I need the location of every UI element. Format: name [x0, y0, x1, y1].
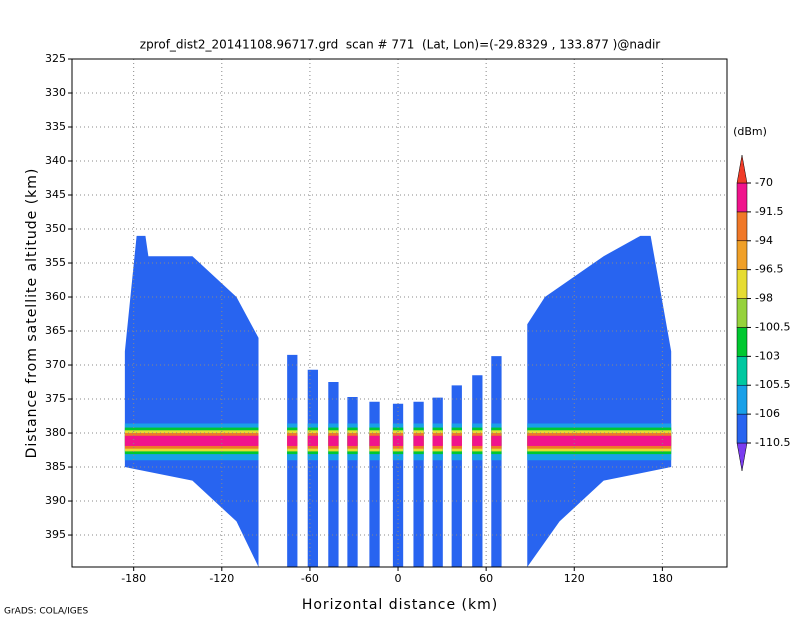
y-tick-label: 335	[45, 120, 66, 133]
colorbar-label: -96.5	[755, 263, 783, 276]
x-tick-label: 180	[652, 572, 673, 585]
swath	[432, 397, 443, 567]
colorbar-box	[736, 211, 748, 242]
x-tick-label: 60	[479, 572, 493, 585]
colorbar-box	[736, 384, 748, 415]
chart-title: zprof_dist2_20141108.96717.grd scan # 77…	[140, 38, 661, 52]
colorbar-label: -100.5	[755, 320, 790, 333]
swath	[287, 354, 298, 567]
x-tick-label: -180	[121, 572, 146, 585]
y-tick-label: 340	[45, 154, 66, 167]
field	[124, 235, 672, 567]
y-tick-label: 345	[45, 188, 66, 201]
y-tick-label: 390	[45, 494, 66, 507]
colorbar-box	[736, 298, 748, 328]
colorbar-label: -103	[755, 349, 780, 362]
colorbar-label: -98	[755, 292, 773, 305]
swath	[124, 235, 259, 567]
x-tick-label: -60	[301, 572, 319, 585]
plot-frame	[71, 58, 728, 568]
y-tick-label: 365	[45, 324, 66, 337]
y-tick-label: 375	[45, 392, 66, 405]
y-tick-label: 370	[45, 358, 66, 371]
y-tick-label: 385	[45, 460, 66, 473]
swath	[527, 235, 672, 567]
x-tick-label: 0	[395, 572, 402, 585]
footer: GrADS: COLA/IGES	[4, 607, 88, 617]
x-tick-label: -120	[209, 572, 234, 585]
x-tick-label: 120	[564, 572, 585, 585]
swath	[491, 356, 502, 567]
swath	[328, 382, 339, 567]
bright-band	[124, 423, 672, 461]
y-tick-label: 355	[45, 256, 66, 269]
y-tick-label: 380	[45, 426, 66, 439]
colorbar-label: -94	[755, 234, 773, 247]
swath	[347, 396, 358, 567]
y-tick-label: 395	[45, 528, 66, 541]
y-tick-label: 330	[45, 86, 66, 99]
band-layer	[124, 435, 672, 446]
swath	[451, 385, 462, 567]
colorbar-triangle	[736, 442, 748, 472]
colorbar-triangle	[736, 154, 748, 184]
y-tick-label: 350	[45, 222, 66, 235]
y-tick-label: 360	[45, 290, 66, 303]
colorbar-label: -106	[755, 407, 780, 420]
swath	[472, 375, 483, 567]
colorbar-label: -110.5	[755, 436, 790, 449]
colorbar-label: -105.5	[755, 378, 790, 391]
y-tick-label: 325	[45, 52, 66, 65]
colorbar-box	[736, 356, 748, 386]
colorbar-label: -91.5	[755, 205, 783, 218]
colorbar-box	[736, 413, 748, 444]
colorbar-box	[736, 269, 748, 299]
y-axis-label: Distance from satellite altitude (km)	[24, 168, 40, 459]
colorbar-label: -70	[755, 176, 773, 189]
x-axis-label: Horizontal distance (km)	[302, 597, 498, 613]
colorbar-box	[736, 327, 748, 357]
colorbar-box	[736, 182, 748, 213]
colorbar-label: (dBm)	[733, 125, 767, 138]
colorbar-box	[736, 240, 748, 270]
